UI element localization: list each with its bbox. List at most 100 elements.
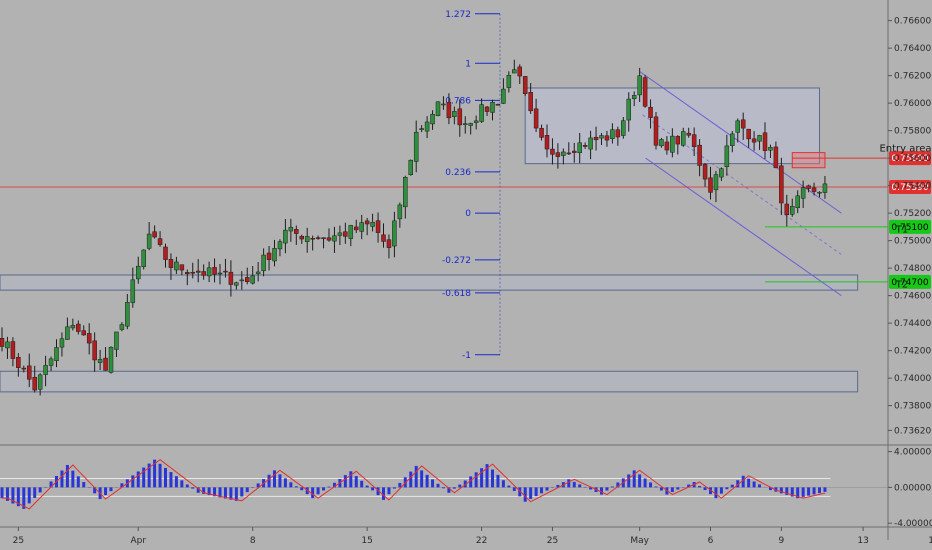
candle-body[interactable]	[255, 271, 261, 274]
candle-body[interactable]	[81, 330, 86, 336]
candle-body[interactable]	[637, 75, 642, 96]
candle-body[interactable]	[566, 152, 572, 155]
candle-body[interactable]	[108, 346, 114, 373]
candle-body[interactable]	[65, 326, 70, 340]
candle-body[interactable]	[599, 135, 604, 139]
candle-body[interactable]	[659, 139, 664, 147]
candle-body[interactable]	[522, 76, 528, 94]
candle-body[interactable]	[70, 325, 76, 329]
candle-body[interactable]	[588, 137, 593, 150]
candle-body[interactable]	[800, 187, 806, 199]
candle-body[interactable]	[740, 119, 746, 129]
candle-body[interactable]	[806, 185, 811, 189]
candle-body[interactable]	[490, 101, 495, 113]
candle-body[interactable]	[239, 279, 245, 282]
candle-body[interactable]	[43, 365, 48, 375]
candle-body[interactable]	[811, 187, 817, 192]
candle-body[interactable]	[103, 357, 108, 371]
candle-body[interactable]	[670, 135, 675, 153]
candle-body[interactable]	[97, 359, 103, 363]
candle-body[interactable]	[86, 333, 92, 344]
candle-body[interactable]	[304, 236, 310, 242]
candle-body[interactable]	[136, 265, 141, 280]
candle-body[interactable]	[392, 220, 397, 247]
candle-body[interactable]	[130, 279, 136, 303]
candle-body[interactable]	[359, 222, 364, 232]
candle-body[interactable]	[119, 324, 125, 330]
candle-body[interactable]	[424, 121, 430, 132]
candle-body[interactable]	[337, 232, 343, 236]
candle-body[interactable]	[463, 123, 468, 125]
candle-body[interactable]	[386, 239, 392, 248]
candle-body[interactable]	[217, 272, 223, 275]
candle-body[interactable]	[713, 174, 719, 191]
candle-body[interactable]	[114, 331, 119, 350]
candle-body[interactable]	[283, 229, 288, 244]
candle-body[interactable]	[37, 374, 43, 390]
candle-body[interactable]	[446, 102, 452, 119]
candle-body[interactable]	[430, 113, 435, 125]
candle-body[interactable]	[610, 129, 615, 139]
candle-body[interactable]	[435, 101, 441, 116]
candle-body[interactable]	[528, 92, 533, 112]
candle-body[interactable]	[10, 341, 16, 359]
candle-body[interactable]	[473, 120, 479, 123]
candle-body[interactable]	[773, 146, 779, 169]
candle-body[interactable]	[697, 144, 702, 166]
candle-body[interactable]	[168, 259, 174, 268]
candle-body[interactable]	[762, 132, 768, 151]
candle-body[interactable]	[364, 220, 370, 225]
candle-body[interactable]	[561, 151, 566, 156]
candle-body[interactable]	[757, 135, 762, 142]
candle-body[interactable]	[457, 108, 463, 126]
candle-body[interactable]	[533, 108, 539, 129]
candle-body[interactable]	[648, 106, 653, 118]
candle-body[interactable]	[555, 152, 561, 157]
candle-body[interactable]	[310, 237, 315, 240]
candle-body[interactable]	[179, 264, 185, 271]
candle-body[interactable]	[468, 123, 473, 126]
candle-body[interactable]	[223, 270, 228, 273]
candle-body[interactable]	[92, 340, 97, 361]
candle-body[interactable]	[125, 302, 130, 327]
candle-body[interactable]	[544, 135, 550, 150]
candle-body[interactable]	[16, 357, 21, 368]
candle-body[interactable]	[201, 271, 206, 276]
candle-body[interactable]	[212, 267, 217, 275]
candle-body[interactable]	[381, 234, 386, 242]
candle-body[interactable]	[730, 133, 735, 146]
candle-body[interactable]	[48, 358, 54, 366]
candle-body[interactable]	[277, 241, 283, 250]
candle-body[interactable]	[686, 132, 691, 136]
candle-body[interactable]	[21, 367, 27, 370]
candle-body[interactable]	[266, 252, 272, 260]
candle-body[interactable]	[822, 183, 828, 193]
candle-body[interactable]	[408, 159, 413, 176]
candle-body[interactable]	[354, 226, 359, 231]
candle-body[interactable]	[185, 272, 190, 275]
candle-body[interactable]	[76, 323, 81, 332]
candle-body[interactable]	[702, 164, 708, 180]
candle-body[interactable]	[288, 226, 294, 232]
candle-body[interactable]	[539, 128, 544, 138]
candle-body[interactable]	[5, 341, 10, 349]
candle-body[interactable]	[54, 347, 59, 361]
candle-body[interactable]	[795, 195, 800, 208]
candle-body[interactable]	[294, 229, 299, 234]
candle-body[interactable]	[315, 237, 321, 239]
candle-body[interactable]	[615, 129, 621, 138]
candle-body[interactable]	[0, 337, 5, 347]
candle-body[interactable]	[506, 75, 512, 88]
candle-body[interactable]	[621, 120, 626, 136]
candle-body[interactable]	[272, 248, 277, 262]
candle-body[interactable]	[261, 254, 266, 272]
candles-layer[interactable]	[0, 59, 828, 396]
candle-body[interactable]	[321, 237, 326, 239]
candle-body[interactable]	[299, 236, 304, 240]
candle-body[interactable]	[631, 95, 637, 99]
candle-body[interactable]	[403, 177, 408, 208]
candle-body[interactable]	[479, 104, 484, 122]
candle-body[interactable]	[163, 246, 168, 260]
candle-body[interactable]	[32, 376, 37, 391]
